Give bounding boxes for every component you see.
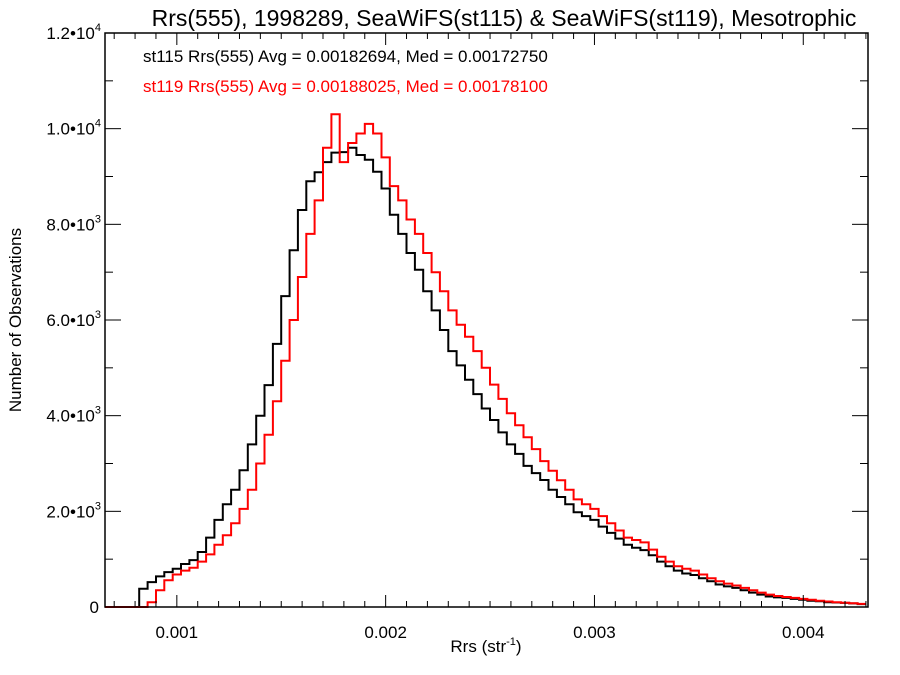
y-tick-label-mantissa: 4.0•10 bbox=[46, 407, 95, 426]
y-tick-label: 0 bbox=[90, 598, 99, 617]
x-tick-label: 0.004 bbox=[782, 623, 825, 642]
x-axis-label: Rrs (str-1) bbox=[450, 636, 521, 656]
y-tick-label: 2.0•103 bbox=[46, 500, 101, 521]
series-st115-histogram bbox=[105, 146, 866, 608]
y-tick-label-exponent: 3 bbox=[95, 213, 101, 225]
y-tick-label-exponent: 4 bbox=[95, 22, 101, 34]
y-tick-label-mantissa: 1.0•10 bbox=[46, 120, 95, 139]
annotation-st115-stats: st115 Rrs(555) Avg = 0.00182694, Med = 0… bbox=[143, 47, 548, 66]
y-tick-label-mantissa: 6.0•10 bbox=[46, 311, 95, 330]
y-tick-label-mantissa: 2.0•10 bbox=[46, 502, 95, 521]
x-tick-label: 0.003 bbox=[573, 623, 616, 642]
y-tick-label-exponent: 4 bbox=[95, 118, 101, 130]
y-tick-label: 4.0•103 bbox=[46, 405, 101, 426]
x-tick-label: 0.001 bbox=[156, 623, 199, 642]
annotation-st119-stats: st119 Rrs(555) Avg = 0.00188025, Med = 0… bbox=[143, 77, 548, 96]
y-tick-label: 1.2•104 bbox=[46, 22, 101, 43]
x-axis-label-close: ) bbox=[516, 637, 522, 656]
series-st119-histogram bbox=[105, 113, 866, 608]
y-tick-label-exponent: 3 bbox=[95, 405, 101, 417]
y-tick-label-exponent: 3 bbox=[95, 309, 101, 321]
y-tick-label: 1.0•104 bbox=[46, 118, 101, 139]
y-tick-label-mantissa: 0 bbox=[90, 598, 99, 617]
y-tick-label: 8.0•103 bbox=[46, 213, 101, 234]
series-layer bbox=[105, 113, 866, 608]
y-tick-label-mantissa: 1.2•10 bbox=[46, 24, 95, 43]
y-tick-label: 6.0•103 bbox=[46, 309, 101, 330]
y-axis-label: Number of Observations bbox=[6, 228, 25, 412]
chart-title: Rrs(555), 1998289, SeaWiFS(st115) & SeaW… bbox=[152, 5, 857, 31]
y-tick-label-exponent: 3 bbox=[95, 500, 101, 512]
x-axis-label-main: Rrs (str bbox=[450, 637, 506, 656]
axes-layer: 0.001 0.002 0.003 0.00402.0•1034.0•1036.0•1… bbox=[46, 22, 869, 642]
x-axis-label-sup: -1 bbox=[506, 636, 516, 648]
x-tick-label: 0.002 bbox=[364, 623, 407, 642]
y-tick-label-mantissa: 8.0•10 bbox=[46, 215, 95, 234]
